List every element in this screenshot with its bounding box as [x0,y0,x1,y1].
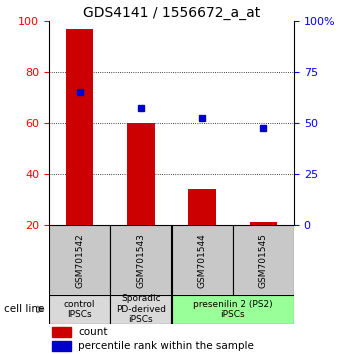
Text: cell line: cell line [4,304,44,314]
Bar [172,295,294,324]
Text: GSM701543: GSM701543 [136,233,145,288]
Text: GSM701544: GSM701544 [198,233,206,287]
Text: GSM701542: GSM701542 [75,233,84,287]
Bar [127,123,155,225]
Bar [52,341,71,351]
Bar [49,295,110,324]
Text: GSM701545: GSM701545 [259,233,268,288]
Bar [52,327,71,337]
Text: Sporadic
PD-derived
iPSCs: Sporadic PD-derived iPSCs [116,295,166,324]
Bar [250,222,277,225]
Text: percentile rank within the sample: percentile rank within the sample [78,341,254,351]
Bar [66,29,93,225]
Bar [110,225,172,296]
Bar [233,225,294,296]
Title: GDS4141 / 1556672_a_at: GDS4141 / 1556672_a_at [83,6,260,20]
Text: control
IPSCs: control IPSCs [64,300,95,319]
Bar [188,189,216,225]
Text: presenilin 2 (PS2)
iPSCs: presenilin 2 (PS2) iPSCs [193,300,273,319]
Text: count: count [78,327,108,337]
Bar [49,225,110,296]
Bar [172,225,233,296]
Bar [110,295,172,324]
